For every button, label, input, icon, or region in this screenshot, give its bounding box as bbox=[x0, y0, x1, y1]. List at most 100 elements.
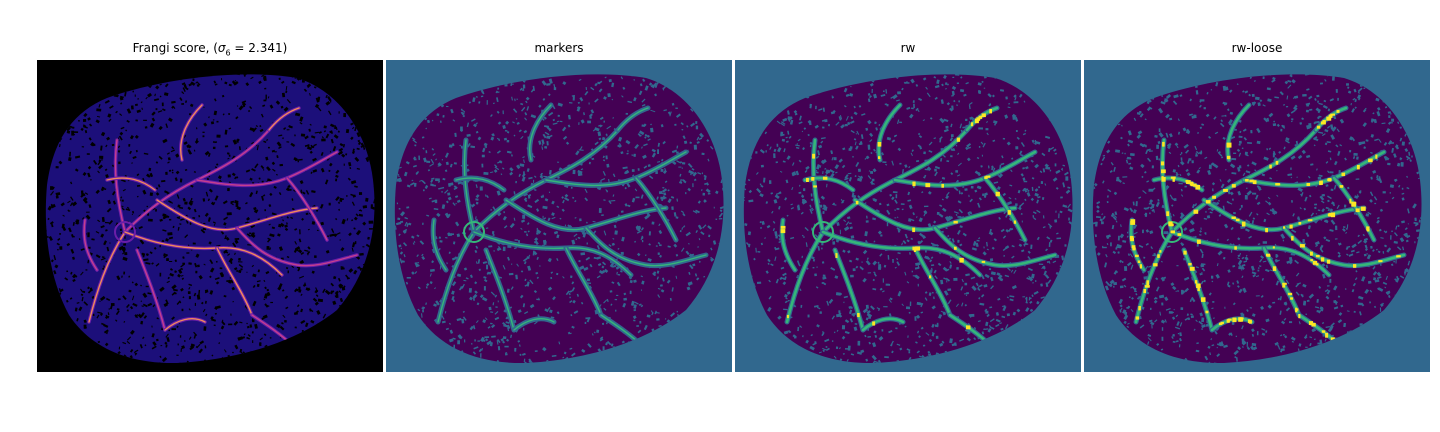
label-pixel bbox=[1325, 332, 1329, 338]
label-pixel bbox=[1321, 330, 1326, 333]
vessel bbox=[833, 248, 865, 332]
label-pixel bbox=[989, 109, 992, 114]
rw-loose-canvas bbox=[1084, 60, 1430, 372]
uncertain-labels bbox=[780, 109, 1017, 345]
label-pixel bbox=[1134, 254, 1139, 258]
label-pixel bbox=[1312, 260, 1318, 265]
label-pixel bbox=[1330, 212, 1336, 218]
label-pixel bbox=[877, 142, 882, 147]
label-pixel bbox=[1316, 125, 1321, 129]
label-pixel bbox=[1330, 113, 1335, 116]
vessel bbox=[635, 177, 677, 241]
label-pixel bbox=[981, 260, 986, 263]
label-pixel bbox=[1310, 259, 1313, 262]
label-pixel bbox=[912, 181, 916, 187]
label-pixel bbox=[925, 183, 931, 188]
vessel bbox=[913, 246, 952, 317]
label-pixel bbox=[1160, 161, 1165, 166]
label-pixel bbox=[1227, 318, 1230, 323]
label-pixel bbox=[1283, 226, 1286, 229]
label-pixel bbox=[1138, 306, 1141, 311]
label-pixel bbox=[1349, 198, 1352, 204]
label-pixel bbox=[1183, 250, 1187, 255]
label-pixel bbox=[1201, 297, 1206, 302]
vessel-core bbox=[106, 177, 156, 191]
label-pixel bbox=[1245, 178, 1249, 182]
label-pixel bbox=[1240, 317, 1244, 322]
tissue-region bbox=[394, 74, 724, 364]
vessel-core bbox=[236, 227, 358, 267]
optic-disc bbox=[114, 221, 136, 243]
label-pixel bbox=[1319, 180, 1322, 186]
label-pixel bbox=[1289, 224, 1293, 229]
label-pixel bbox=[1220, 321, 1224, 325]
label-pixel bbox=[1290, 297, 1294, 300]
vessel bbox=[861, 317, 905, 332]
label-pixel bbox=[1153, 263, 1158, 267]
vessel bbox=[1332, 176, 1376, 242]
vessel bbox=[485, 249, 515, 331]
label-pixel bbox=[1368, 158, 1373, 163]
label-pixel bbox=[780, 229, 786, 234]
vessel bbox=[432, 219, 447, 271]
label-pixel bbox=[912, 227, 916, 233]
label-pixel bbox=[1327, 178, 1332, 182]
label-pixel bbox=[1322, 119, 1326, 125]
markers-canvas bbox=[386, 60, 732, 372]
label-pixel bbox=[1013, 220, 1017, 224]
tissue-region bbox=[1092, 74, 1422, 364]
label-pixel bbox=[1315, 254, 1320, 258]
label-pixel bbox=[1275, 160, 1279, 165]
label-pixel bbox=[1185, 179, 1189, 183]
label-pixel bbox=[806, 177, 809, 182]
label-pixel bbox=[1228, 318, 1232, 321]
label-pixel bbox=[1137, 260, 1141, 263]
label-pixel bbox=[1295, 308, 1299, 311]
vessel bbox=[1282, 226, 1406, 267]
label-pixel bbox=[1195, 184, 1201, 190]
label-pixel bbox=[1291, 235, 1294, 241]
vessel bbox=[529, 104, 552, 161]
label-pixel bbox=[1159, 250, 1162, 253]
label-pixel bbox=[1146, 280, 1150, 286]
label-pixel bbox=[878, 156, 881, 159]
label-pixel bbox=[1172, 176, 1175, 182]
label-pixel bbox=[1282, 282, 1287, 285]
label-pixel bbox=[915, 246, 921, 251]
vessel-network bbox=[82, 103, 359, 347]
label-pixel bbox=[974, 118, 979, 124]
vessel-core bbox=[83, 219, 98, 271]
label-pixel bbox=[813, 185, 817, 188]
label-pixel bbox=[929, 275, 932, 279]
label-pixel bbox=[1161, 176, 1166, 182]
label-pixel bbox=[1300, 244, 1304, 248]
label-pixel bbox=[780, 225, 786, 229]
vessel-network bbox=[430, 102, 709, 348]
label-pixel bbox=[1287, 292, 1293, 296]
uncertain-labels bbox=[1129, 109, 1401, 341]
label-pixel bbox=[1339, 185, 1344, 188]
label-pixel bbox=[1226, 155, 1231, 160]
label-pixel bbox=[1226, 142, 1232, 148]
vessel-core bbox=[164, 318, 206, 331]
vessel-core bbox=[216, 247, 253, 316]
label-pixel bbox=[1282, 282, 1286, 288]
label-pixel bbox=[1366, 226, 1370, 231]
label-pixel bbox=[1231, 216, 1236, 219]
label-pixel bbox=[1193, 209, 1199, 214]
vessel bbox=[617, 107, 649, 131]
label-pixel bbox=[1298, 222, 1302, 225]
label-pixel bbox=[1396, 255, 1401, 258]
label-pixel bbox=[1205, 310, 1209, 314]
label-pixel bbox=[1311, 322, 1316, 327]
label-pixel bbox=[1269, 164, 1272, 169]
label-pixel bbox=[1310, 251, 1313, 256]
label-pixel bbox=[812, 153, 816, 159]
label-pixel bbox=[1275, 183, 1281, 186]
label-pixel bbox=[1161, 169, 1166, 174]
label-pixel bbox=[1194, 280, 1198, 284]
label-pixel bbox=[954, 246, 957, 250]
label-pixel bbox=[786, 314, 789, 319]
label-pixel bbox=[1157, 254, 1160, 258]
label-pixel bbox=[1375, 154, 1378, 159]
